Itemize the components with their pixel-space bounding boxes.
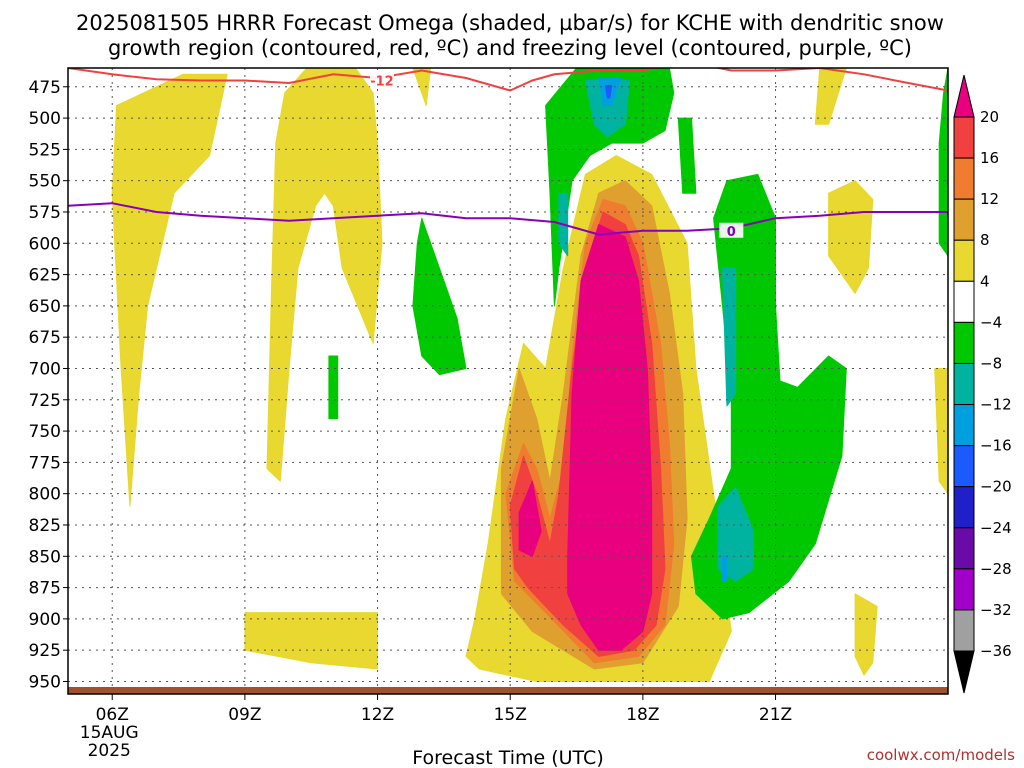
- y-tick-label: 950: [29, 672, 61, 692]
- y-tick-label: 800: [29, 485, 61, 505]
- omega-region-4-0: [518, 480, 542, 557]
- colorbar: 20 16 12 8 4 −4 −8 −12 −16 −20 −24 −28 −32 −36: [953, 74, 1012, 694]
- contour-line-0: [68, 202, 948, 236]
- omega-region-0-6: [828, 180, 874, 294]
- x-tick-label: 06Z: [96, 705, 129, 725]
- contour-label-bg: [369, 72, 394, 88]
- colorbar-label: −32: [980, 601, 1012, 619]
- colorbar-label: −28: [980, 560, 1012, 578]
- colorbar-swatch: [953, 486, 975, 529]
- y-tick-label: 500: [29, 109, 61, 129]
- x-axis-label: Forecast Time (UTC): [412, 747, 603, 768]
- chart-title-line2: growth region (contoured, red, ºC) and f…: [108, 36, 912, 60]
- y-tick-label: 825: [29, 516, 61, 536]
- omega-region-8-0: [604, 85, 613, 99]
- omega-shading: [111, 68, 948, 682]
- colorbar-swatch: [953, 280, 975, 323]
- omega-region-5-2: [328, 355, 339, 420]
- omega-region-5-5: [677, 117, 697, 194]
- y-tick-label: 550: [29, 172, 61, 192]
- plot-frame: [67, 67, 949, 695]
- y-tick-label: 850: [29, 547, 61, 567]
- colorbar-label: −8: [980, 354, 1002, 372]
- omega-region-0-5: [814, 68, 847, 125]
- y-tick-label: 875: [29, 579, 61, 599]
- colorbar-label: 8: [980, 231, 990, 249]
- colorbar-label: 20: [980, 108, 999, 126]
- contours: -12 0: [68, 68, 948, 240]
- omega-region-5-3: [691, 173, 847, 620]
- contour-label-bg: [719, 222, 744, 238]
- omega-region-5-1: [412, 217, 467, 376]
- y-tick-label: 575: [29, 203, 61, 223]
- x-tick-label: 18Z: [626, 705, 659, 725]
- colorbar-swatch: [953, 321, 975, 364]
- omega-region-5-0: [545, 68, 675, 307]
- colorbar-label: −20: [980, 478, 1012, 496]
- y-tick-label: 900: [29, 610, 61, 630]
- omega-region-7-1: [722, 555, 728, 582]
- colorbar-label: −16: [980, 437, 1012, 455]
- colorbar-swatch: [953, 404, 975, 447]
- x-tick-year: 2025: [88, 741, 131, 761]
- x-tick-label: 15Z: [494, 705, 527, 725]
- colorbar-swatch: [953, 157, 975, 200]
- x-tick-label: 09Z: [228, 705, 261, 725]
- contour-label--12: -12: [370, 75, 394, 90]
- colorbar-bottom-arrow: [953, 650, 975, 694]
- y-tick-label: 725: [29, 391, 61, 411]
- colorbar-swatch: [953, 445, 975, 488]
- colorbar-swatch: [953, 116, 975, 159]
- colorbar-label: −24: [980, 519, 1012, 537]
- x-tick-label: 12Z: [361, 705, 394, 725]
- y-tick-label: 650: [29, 297, 61, 317]
- credit-text: coolwx.com/models: [867, 746, 1015, 764]
- y-tick-label: 750: [29, 422, 61, 442]
- chart-title-line1: 2025081505 HRRR Forecast Omega (shaded, …: [76, 11, 944, 35]
- colorbar-label: −12: [980, 396, 1012, 414]
- y-tick-label: 525: [29, 140, 61, 160]
- omega-region-5-4: [938, 68, 948, 257]
- y-tick-label: 675: [29, 328, 61, 348]
- omega-region-0-2: [412, 68, 432, 107]
- contour-line--12: [68, 68, 948, 92]
- omega-region-0-4: [244, 612, 378, 670]
- colorbar-top-arrow: [953, 74, 975, 118]
- colorbar-swatch: [953, 609, 975, 652]
- colorbar-swatch: [953, 198, 975, 241]
- colorbar-label: 12: [980, 190, 999, 208]
- y-tick-label: 775: [29, 453, 61, 473]
- colorbar-swatch: [953, 568, 975, 611]
- colorbar-label: 4: [980, 272, 990, 290]
- contour-label-0: 0: [727, 225, 736, 240]
- omega-region-6-2: [722, 267, 737, 407]
- colorbar-swatch: [953, 362, 975, 406]
- y-tick-label: 475: [29, 78, 61, 98]
- colorbar-swatch: [953, 239, 975, 282]
- y-axis-ticks: 475 500 525 550 575 600 625 650 675 700 725 750 775 8…: [29, 78, 68, 692]
- x-tick-label: 21Z: [759, 705, 792, 725]
- colorbar-swatch: [953, 527, 975, 570]
- omega-region-6-0: [584, 80, 631, 138]
- omega-region-0-0: [111, 73, 228, 507]
- y-tick-label: 700: [29, 359, 61, 379]
- colorbar-label: 16: [980, 149, 999, 167]
- colorbar-label: −4: [980, 313, 1002, 331]
- omega-region-0-1: [266, 68, 383, 482]
- y-tick-label: 925: [29, 641, 61, 661]
- colorbar-label: −36: [980, 642, 1012, 660]
- terrain-bar: [68, 687, 948, 694]
- x-tick-date: 15AUG: [80, 723, 139, 743]
- y-tick-label: 625: [29, 266, 61, 286]
- omega-region-0-7: [854, 593, 878, 676]
- y-tick-label: 600: [29, 234, 61, 254]
- omega-region-4-1: [567, 224, 653, 651]
